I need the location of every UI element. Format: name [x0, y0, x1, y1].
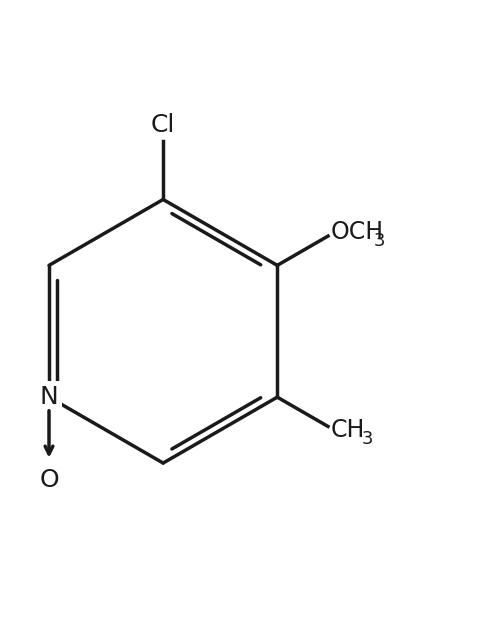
Text: 3: 3: [373, 232, 384, 250]
Text: CH: CH: [330, 419, 364, 442]
Text: 3: 3: [361, 430, 373, 448]
Text: O: O: [39, 468, 59, 492]
Text: OCH: OCH: [330, 220, 383, 244]
Text: Cl: Cl: [151, 113, 175, 137]
Text: N: N: [40, 385, 58, 409]
